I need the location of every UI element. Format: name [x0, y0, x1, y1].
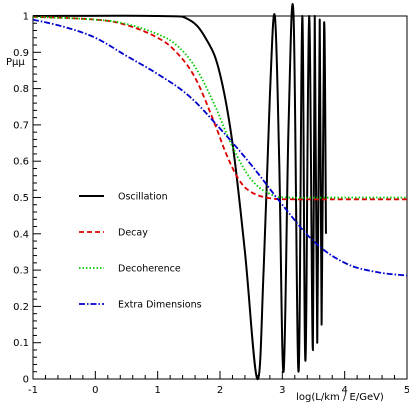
y-tick-label: 0: [23, 375, 29, 386]
y-tick-label: 0.2: [13, 302, 29, 313]
x-tick-label: 3: [279, 385, 285, 396]
x-tick-label: 1: [154, 385, 160, 396]
series-line-1: [32, 15, 407, 201]
series-line-0: [32, 3, 327, 381]
y-tick-label: 0.7: [13, 120, 29, 131]
ticks-layer: -1 0 1 2 3 4 500.10.20.30.40.50.60.70.80.91: [13, 12, 409, 397]
x-axis-label: log(L/km / E/GeV): [296, 392, 384, 403]
legend: Oscillation Decay Decoherence Extra Dimensi…: [79, 192, 202, 311]
x-tick-label: 0: [92, 385, 98, 396]
y-tick-label: 0.3: [13, 266, 29, 277]
y-tick-label: 0.6: [13, 157, 29, 168]
series-layer: [32, 3, 408, 381]
legend-label-0: Oscillation: [118, 192, 168, 203]
x-tick-label: 5: [404, 385, 409, 396]
x-tick-label: 4: [341, 385, 347, 396]
y-tick-label: 0.4: [13, 229, 29, 240]
y-tick-label: 0.8: [13, 84, 29, 95]
y-tick-label: 1: [23, 12, 29, 23]
y-tick-label: 0.1: [13, 338, 29, 349]
x-tick-label: -1: [28, 385, 38, 396]
legend-label-1: Decay: [118, 228, 148, 239]
y-tick-label: 0.5: [13, 193, 29, 204]
series-line-3: [32, 18, 408, 277]
x-tick-label: 2: [217, 385, 223, 396]
y-tick-label: 0.9: [13, 48, 29, 59]
legend-label-3: Extra Dimensions: [118, 300, 202, 311]
y-axis-label: Pμμ: [6, 57, 25, 68]
series-line-2: [32, 15, 407, 199]
legend-label-2: Decoherence: [118, 264, 181, 275]
